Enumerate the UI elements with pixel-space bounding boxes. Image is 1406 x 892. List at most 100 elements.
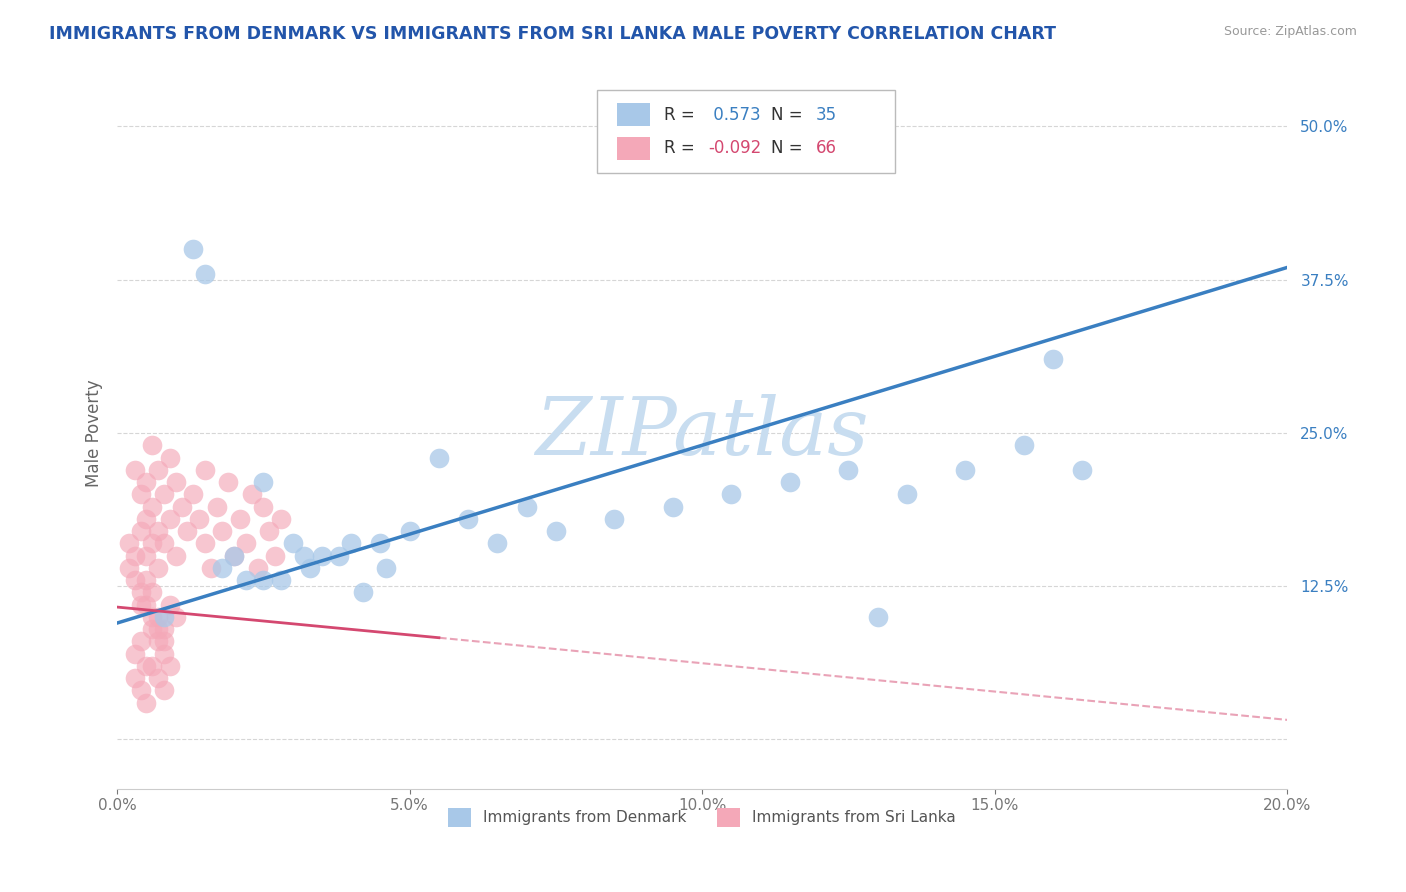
FancyBboxPatch shape <box>617 103 650 126</box>
Point <box>1042 352 1064 367</box>
Point <box>124 573 146 587</box>
Point <box>141 500 163 514</box>
Point <box>153 487 176 501</box>
Point <box>159 659 181 673</box>
Point <box>194 267 217 281</box>
Point <box>153 610 176 624</box>
Point <box>252 573 274 587</box>
Point <box>270 512 292 526</box>
Point <box>135 475 157 489</box>
Point <box>129 683 152 698</box>
Point <box>281 536 304 550</box>
Point <box>398 524 420 538</box>
Point <box>146 622 169 636</box>
Point <box>235 573 257 587</box>
Point <box>516 500 538 514</box>
Point <box>720 487 742 501</box>
Point <box>129 585 152 599</box>
Point <box>124 463 146 477</box>
Point <box>153 647 176 661</box>
Point <box>259 524 281 538</box>
Point <box>141 585 163 599</box>
Point <box>181 242 204 256</box>
Point <box>544 524 567 538</box>
Point <box>118 536 141 550</box>
Point <box>141 438 163 452</box>
Point <box>1071 463 1094 477</box>
Point <box>252 500 274 514</box>
Point <box>135 696 157 710</box>
Point <box>141 610 163 624</box>
Point <box>896 487 918 501</box>
Point <box>124 549 146 563</box>
Point <box>194 463 217 477</box>
Point <box>205 500 228 514</box>
Point <box>340 536 363 550</box>
Point <box>153 622 176 636</box>
Text: N =: N = <box>770 105 803 124</box>
Point <box>328 549 350 563</box>
Point <box>224 549 246 563</box>
Point <box>299 561 322 575</box>
Point <box>135 659 157 673</box>
Point <box>427 450 450 465</box>
Point <box>141 659 163 673</box>
Point <box>370 536 392 550</box>
Point <box>153 683 176 698</box>
Point <box>200 561 222 575</box>
Point <box>153 634 176 648</box>
Point <box>135 549 157 563</box>
Text: 66: 66 <box>815 139 837 157</box>
FancyBboxPatch shape <box>598 89 896 173</box>
Point <box>146 610 169 624</box>
Point <box>159 598 181 612</box>
Point <box>194 536 217 550</box>
Y-axis label: Male Poverty: Male Poverty <box>86 379 103 487</box>
Point <box>235 536 257 550</box>
Point <box>159 512 181 526</box>
Point <box>165 475 187 489</box>
Point <box>662 500 685 514</box>
Point <box>146 634 169 648</box>
Point <box>837 463 859 477</box>
Point <box>146 561 169 575</box>
Point <box>375 561 398 575</box>
Point <box>129 598 152 612</box>
Text: 0.573: 0.573 <box>709 105 761 124</box>
Point <box>141 622 163 636</box>
Point <box>457 512 479 526</box>
Point <box>135 573 157 587</box>
Point <box>1012 438 1035 452</box>
Point <box>124 647 146 661</box>
Point <box>352 585 374 599</box>
Point <box>165 549 187 563</box>
Point <box>181 487 204 501</box>
Point <box>252 475 274 489</box>
FancyBboxPatch shape <box>617 137 650 160</box>
Point <box>146 463 169 477</box>
Point <box>135 598 157 612</box>
Point <box>486 536 509 550</box>
Point <box>188 512 211 526</box>
Point <box>603 512 626 526</box>
Text: -0.092: -0.092 <box>709 139 761 157</box>
Point <box>211 561 233 575</box>
Point <box>229 512 252 526</box>
Text: R =: R = <box>664 105 695 124</box>
Point <box>955 463 977 477</box>
Point <box>211 524 233 538</box>
Point <box>311 549 333 563</box>
Point <box>146 524 169 538</box>
Point <box>240 487 263 501</box>
Text: N =: N = <box>770 139 803 157</box>
Point <box>135 512 157 526</box>
Point <box>141 536 163 550</box>
Text: ZIPatlas: ZIPatlas <box>536 394 869 472</box>
Point <box>292 549 315 563</box>
Point <box>124 671 146 685</box>
Point <box>176 524 198 538</box>
Point <box>129 487 152 501</box>
Legend: Immigrants from Denmark, Immigrants from Sri Lanka: Immigrants from Denmark, Immigrants from… <box>440 800 963 834</box>
Text: 35: 35 <box>815 105 837 124</box>
Text: Source: ZipAtlas.com: Source: ZipAtlas.com <box>1223 25 1357 38</box>
